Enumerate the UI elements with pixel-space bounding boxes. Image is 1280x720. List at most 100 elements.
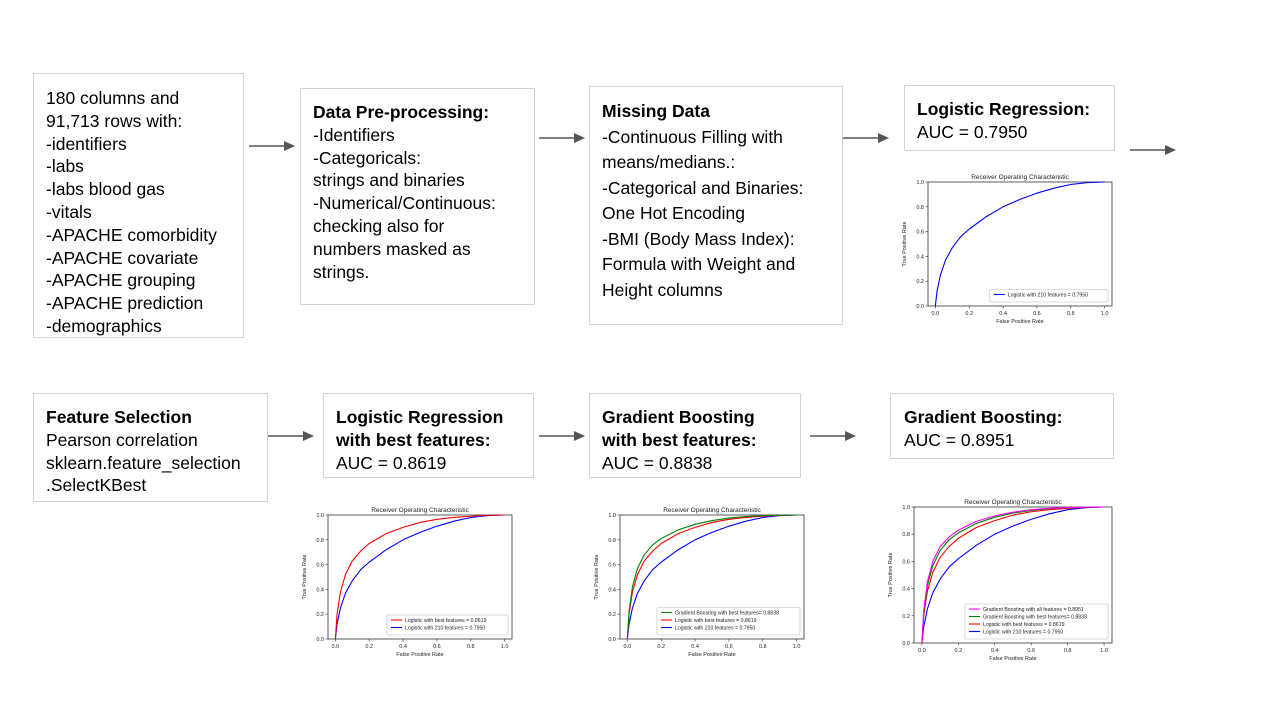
x-tick-label: 0.0 (624, 644, 632, 650)
dataset-line: -APACHE grouping (46, 270, 196, 291)
y-tick-label: 0.8 (916, 205, 924, 211)
dataset-line: -identifiers (46, 133, 127, 154)
legend-label: Logistic with 210 features = 0.7950 (405, 626, 485, 632)
arrow-icon (539, 431, 585, 441)
x-tick-label: 0.2 (965, 311, 973, 317)
y-tick-label: 0.2 (316, 612, 324, 618)
y-tick-label: 1.0 (902, 505, 910, 511)
dataset-line: -demographics (46, 315, 162, 336)
x-axis-label: False Positive Rate (688, 652, 735, 658)
y-tick-label: 0.8 (902, 532, 910, 538)
x-tick-label: 1.0 (501, 644, 509, 650)
y-tick-label: 0.4 (608, 587, 616, 593)
dataset-line: 180 columns and (46, 88, 180, 108)
preprocessing-line: strings and binaries (313, 170, 465, 191)
y-tick-label: 0.4 (902, 587, 910, 593)
chart-title: Receiver Operating Characteristic (964, 499, 1062, 506)
logistic-regression-title: Logistic Regression: (917, 99, 1091, 119)
missing-data-line: One Hot Encoding (602, 203, 746, 223)
legend-box (989, 289, 1109, 303)
roc-curve (921, 506, 1105, 644)
x-tick-label: 0.2 (955, 648, 963, 654)
y-tick-label: 0.4 (916, 254, 924, 260)
plot-frame (927, 181, 1113, 307)
preprocessing-line: -Numerical/Continuous: (313, 193, 496, 214)
dataset-line: -APACHE covariate (46, 247, 199, 268)
gradient-boosting-box: Gradient Boosting: AUC = 0.8951 (890, 393, 1114, 459)
missing-data-box: Missing Data -Continuous Filling with me… (589, 86, 843, 325)
y-axis-label: True Positive Rate (594, 554, 600, 599)
legend-label: Logistic with 210 features = 0.7950 (1008, 293, 1088, 299)
feature-selection-title: Feature Selection (46, 407, 192, 427)
arrow-icon (539, 133, 585, 143)
dataset-line: -labs blood gas (46, 179, 165, 200)
x-tick-label: 0.8 (1064, 648, 1072, 654)
dataset-line: -labs (46, 156, 84, 177)
dataset-line: 91,713 rows with: (46, 110, 183, 131)
plot-frame (327, 514, 513, 640)
roc-curve (921, 506, 1105, 644)
y-tick-label: 0.0 (608, 637, 616, 643)
arrow-icon (810, 431, 856, 441)
gradient-boosting-best-auc: AUC = 0.8838 (602, 452, 713, 473)
plot-frame (913, 506, 1113, 644)
preprocessing-line: strings. (313, 261, 370, 282)
roc-chart: Receiver Operating Characteristic 0.0 0.2 0… (594, 507, 805, 658)
x-tick-label: 0.4 (399, 644, 407, 650)
y-tick-label: 0.8 (316, 538, 324, 544)
y-tick-label: 0.2 (608, 612, 616, 618)
legend-label: Gradient Boosting with best features= 0.… (675, 611, 779, 617)
y-axis-label: True Positive Rate (888, 552, 894, 597)
arrow-icon (249, 141, 295, 151)
x-axis-label: False Positive Rate (989, 656, 1036, 662)
x-tick-label: 0.4 (991, 648, 999, 654)
legend-label: Logistic with 210 features = 0.7950 (675, 626, 755, 632)
x-tick-label: 0.6 (1033, 311, 1041, 317)
chart-title: Receiver Operating Characteristic (371, 507, 469, 514)
preprocessing-line: -Identifiers (313, 124, 395, 145)
y-axis-label: True Positive Rate (302, 554, 308, 599)
x-tick-label: 1.0 (793, 644, 801, 650)
legend-label: Logistic with best features = 0.8619 (983, 622, 1065, 628)
roc-curve (934, 181, 1105, 307)
y-tick-label: 0.6 (316, 563, 324, 569)
preprocessing-line: checking also for (313, 215, 445, 236)
dataset-line: -vitals (46, 201, 92, 222)
arrow-icon (268, 431, 314, 441)
x-tick-label: 0.4 (999, 311, 1007, 317)
y-tick-label: 1.0 (608, 513, 616, 519)
dataset-line: -APACHE comorbidity (46, 224, 217, 245)
missing-data-line: Formula with Weight and (602, 254, 796, 274)
missing-data-title: Missing Data (602, 101, 710, 121)
roc-chart: Receiver Operating Characteristic 0.0 0.2 0… (902, 174, 1113, 325)
feature-selection-line: sklearn.feature_selection (46, 452, 241, 473)
chart-title: Receiver Operating Characteristic (971, 174, 1069, 181)
roc-curve (334, 514, 505, 640)
gradient-boosting-best-box: Gradient Boosting with best features: AU… (589, 393, 801, 478)
feature-selection-box: Feature Selection Pearson correlation sk… (33, 393, 268, 502)
gradient-boosting-best-title: with best features: (602, 429, 757, 450)
arrow-icon (843, 133, 889, 143)
preprocessing-line: -Categoricals: (313, 147, 421, 168)
roc-curve (626, 514, 797, 640)
arrow-icon (1130, 145, 1176, 155)
x-tick-label: 0.8 (467, 644, 475, 650)
y-tick-label: 0.0 (902, 641, 910, 647)
chart-title: Receiver Operating Characteristic (663, 507, 761, 514)
x-tick-label: 0.2 (657, 644, 665, 650)
gradient-boosting-title: Gradient Boosting: (904, 407, 1063, 427)
logistic-regression-box: Logistic Regression: AUC = 0.7950 (904, 85, 1115, 151)
y-tick-label: 0.6 (916, 230, 924, 236)
roc-chart: Receiver Operating Characteristic 0.0 0.2 0… (302, 507, 513, 658)
legend-label: Gradient Boosting with best features= 0.… (983, 615, 1087, 621)
x-axis-label: False Positive Rate (996, 319, 1043, 325)
legend-box (656, 607, 801, 636)
x-tick-label: 0.6 (725, 644, 733, 650)
logistic-best-auc: AUC = 0.8619 (336, 452, 447, 473)
legend-box (386, 614, 509, 636)
y-tick-label: 0.8 (608, 538, 616, 544)
roc-curve (626, 514, 797, 640)
x-tick-label: 0.4 (691, 644, 699, 650)
y-axis-label: True Positive Rate (902, 221, 908, 266)
x-tick-label: 0.8 (1067, 311, 1075, 317)
